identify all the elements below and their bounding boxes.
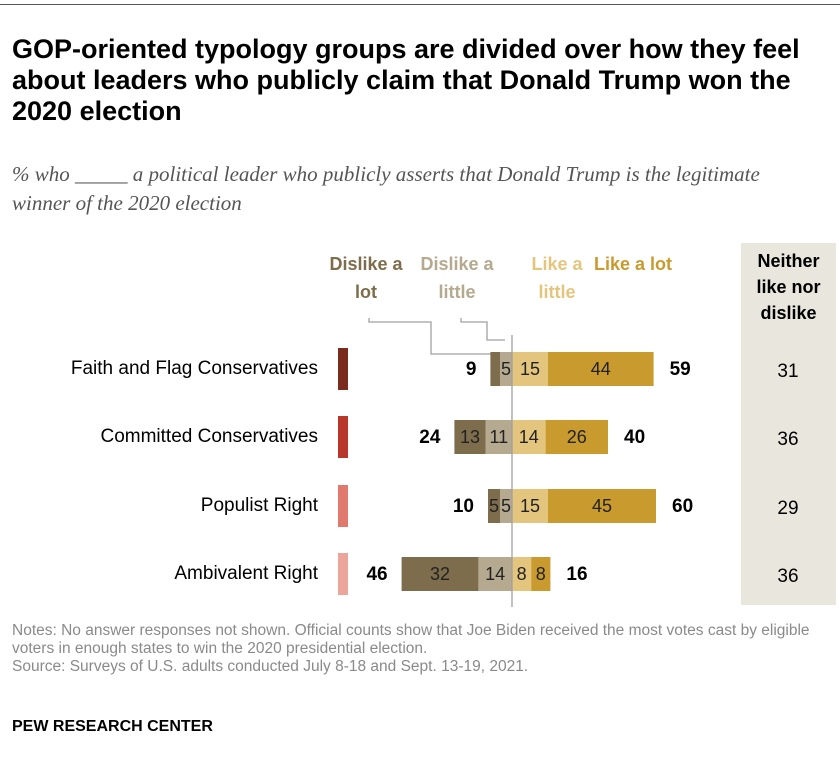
legend-entry: Dislike a little [420, 254, 494, 302]
value-label: 8 [536, 564, 546, 584]
bar-segment [490, 352, 500, 386]
value-label: 14 [485, 564, 505, 584]
bar-segment [500, 489, 512, 523]
bar-segment [488, 489, 500, 523]
source: Source: Surveys of U.S. adults conducted… [12, 658, 529, 675]
bar-segment [548, 352, 654, 386]
category-swatch [338, 485, 348, 527]
bar-segment [454, 420, 486, 454]
neither-value: 36 [777, 429, 798, 450]
connector [368, 318, 494, 355]
legend-entry: Dislike a lot [329, 254, 403, 302]
bar-segment [401, 557, 479, 591]
bar-segment [512, 489, 548, 523]
legend-connectors [368, 318, 505, 355]
dislike-total: 9 [466, 359, 477, 380]
brand: PEW RESEARCH CENTER [12, 718, 213, 735]
category-label: Committed Conservatives [100, 426, 318, 447]
legend-entry: Like a little [531, 254, 583, 302]
like-total: 59 [670, 359, 691, 380]
neither-value: 29 [777, 498, 798, 519]
bar-segment [531, 557, 551, 591]
value-label: 32 [430, 564, 450, 584]
bar-segment [478, 557, 512, 591]
value-label: 45 [592, 496, 612, 516]
like-total: 16 [566, 564, 587, 585]
value-label: 26 [567, 427, 587, 447]
bar-segment [512, 352, 548, 386]
category-label: Faith and Flag Conservatives [71, 358, 318, 379]
value-label: 15 [520, 359, 540, 379]
subtitle: % who _____ a political leader who publi… [12, 162, 760, 215]
dislike-total: 46 [366, 564, 387, 585]
category-label: Ambivalent Right [174, 563, 318, 584]
bar-segment [485, 420, 512, 454]
legend-entry: Like a lot [593, 254, 673, 274]
bar-segment [545, 420, 608, 454]
title: GOP-oriented typology groups are divided… [12, 34, 800, 126]
neither-panel [741, 243, 836, 605]
bar-segment [548, 489, 656, 523]
value-label: 5 [501, 359, 511, 379]
like-total: 40 [624, 427, 645, 448]
value-label: 5 [501, 496, 511, 516]
bar-segment [512, 420, 546, 454]
category-swatch [338, 553, 348, 595]
top-rule [0, 4, 840, 5]
plot: Faith and Flag Conservatives 5 15 44 9 59 31 Co… [71, 335, 799, 607]
dislike-total: 10 [453, 496, 474, 517]
notes: Notes: No answer responses not shown. Of… [12, 622, 827, 676]
dislike-total: 24 [419, 427, 441, 448]
neither-value: 36 [777, 566, 798, 587]
notes-text: Notes: No answer responses not shown. Of… [12, 622, 810, 657]
category-label: Populist Right [201, 495, 319, 516]
value-label: 14 [519, 427, 539, 447]
neither-value: 31 [777, 361, 798, 382]
category-swatch [338, 348, 348, 390]
value-label: 11 [489, 427, 508, 447]
category-swatch [338, 416, 348, 458]
neither-header: Neither like nor dislike [756, 251, 821, 323]
bar-segment [500, 352, 512, 386]
like-total: 60 [672, 496, 693, 517]
bar-segment [512, 557, 532, 591]
value-label: 5 [489, 496, 499, 516]
value-label: 44 [591, 359, 611, 379]
value-label: 8 [517, 564, 527, 584]
value-label: 15 [520, 496, 540, 516]
value-label: 13 [460, 427, 480, 447]
connector [460, 318, 505, 341]
